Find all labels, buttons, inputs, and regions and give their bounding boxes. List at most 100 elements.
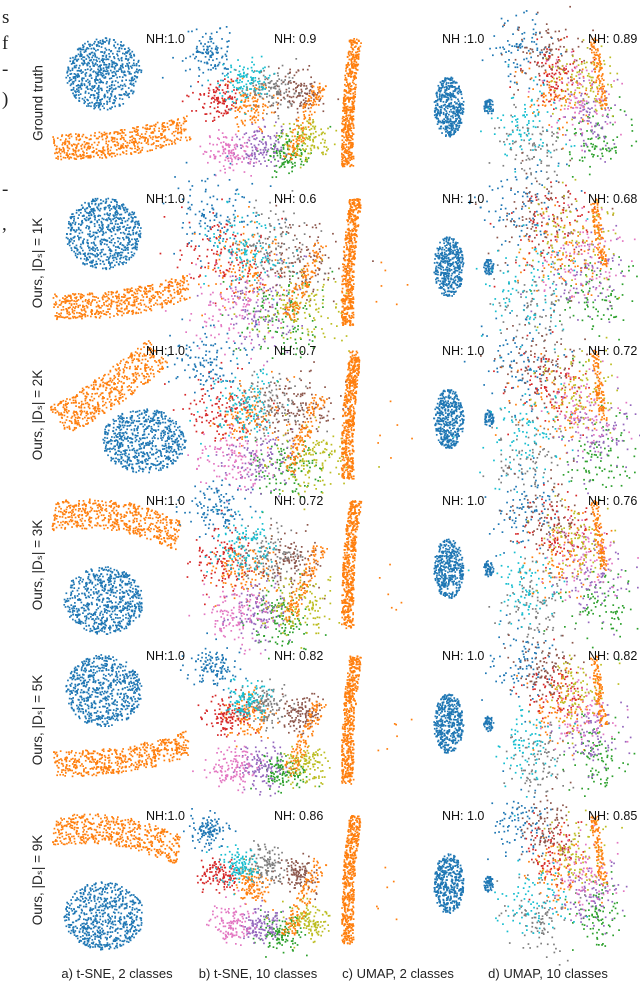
- scatter-point: [103, 149, 105, 151]
- scatter-point: [89, 44, 91, 46]
- scatter-point: [129, 136, 131, 138]
- scatter-point: [239, 106, 241, 108]
- scatter-point: [90, 105, 92, 107]
- scatter-point: [215, 68, 217, 70]
- scatter-point: [253, 116, 255, 118]
- scatter-point: [219, 84, 221, 86]
- scatter-point: [112, 75, 114, 77]
- scatter-point: [88, 92, 90, 94]
- scatter-point: [212, 59, 214, 61]
- scatter-point: [280, 157, 282, 159]
- scatter-point: [61, 151, 63, 153]
- scatter-point: [204, 43, 206, 45]
- scatter-point: [126, 153, 128, 155]
- scatter-point: [155, 124, 157, 126]
- scatter-point: [257, 119, 259, 121]
- scatter-point: [157, 122, 159, 124]
- scatter-point: [251, 153, 253, 155]
- scatter-point: [114, 68, 116, 70]
- scatter-point: [151, 144, 153, 146]
- scatter-point: [94, 90, 96, 92]
- scatter-point: [135, 81, 137, 83]
- scatter-point: [139, 138, 141, 140]
- scatter-point: [89, 60, 91, 62]
- scatter-point: [209, 45, 211, 47]
- scatter-point: [237, 78, 239, 80]
- scatter-point: [208, 41, 210, 43]
- scatter-point: [113, 102, 115, 104]
- scatter-point: [222, 80, 224, 82]
- scatter-point: [107, 151, 109, 153]
- scatter-point: [129, 142, 131, 144]
- scatter-point: [227, 84, 229, 86]
- scatter-point: [101, 136, 103, 138]
- scatter-point: [219, 62, 221, 64]
- scatter-point: [121, 80, 123, 82]
- scatter-point: [76, 156, 78, 158]
- scatter-point: [214, 95, 216, 97]
- scatter-point: [195, 56, 197, 58]
- scatter-point: [275, 137, 277, 139]
- scatter-point: [158, 128, 160, 130]
- scatter-point: [160, 144, 162, 146]
- scatter-point: [102, 39, 104, 41]
- scatter-point: [124, 71, 126, 73]
- scatter-point: [76, 146, 78, 148]
- scatter-point: [85, 91, 87, 93]
- scatter-point: [81, 155, 83, 157]
- scatter-point: [157, 137, 159, 139]
- scatter-point: [73, 89, 75, 91]
- scatter-point: [222, 89, 224, 91]
- scatter-point: [130, 153, 132, 155]
- scatter-point: [165, 137, 167, 139]
- scatter-point: [82, 98, 84, 100]
- scatter-point: [136, 126, 138, 128]
- scatter-point: [262, 117, 264, 119]
- scatter-point: [78, 87, 80, 89]
- scatter-point: [107, 146, 109, 148]
- scatter-point: [109, 85, 111, 87]
- scatter-point: [79, 97, 81, 99]
- scatter-point: [88, 57, 90, 59]
- scatter-point: [93, 59, 95, 61]
- scatter-point: [266, 165, 268, 167]
- scatter-point: [209, 38, 211, 40]
- scatter-point: [75, 78, 77, 80]
- scatter-point: [114, 67, 116, 69]
- scatter-point: [115, 72, 117, 74]
- scatter-point: [121, 135, 123, 137]
- scatter-point: [97, 49, 99, 51]
- scatter-point: [265, 149, 267, 151]
- scatter-point: [96, 79, 98, 81]
- scatter-point: [210, 84, 212, 86]
- scatter-point: [89, 80, 91, 82]
- scatter-point: [120, 138, 122, 140]
- scatter-point: [168, 144, 170, 146]
- scatter-point: [227, 46, 229, 48]
- scatter-point: [128, 47, 130, 49]
- scatter-point: [131, 51, 133, 53]
- scatter-point: [192, 54, 194, 56]
- scatter-point: [69, 77, 71, 79]
- scatter-point: [250, 159, 252, 161]
- scatter-point: [96, 148, 98, 150]
- scatter-point: [102, 51, 104, 53]
- scatter-point: [283, 147, 285, 149]
- scatter-point: [57, 156, 59, 158]
- scatter-point: [120, 154, 122, 156]
- scatter-point: [264, 160, 266, 162]
- scatter-point: [280, 166, 282, 168]
- scatter-point: [196, 29, 198, 31]
- scatter-point: [212, 67, 214, 69]
- scatter-point: [265, 105, 267, 107]
- scatter-point: [167, 139, 169, 141]
- scatter-point: [218, 102, 220, 104]
- scatter-point: [151, 149, 153, 151]
- scatter-point: [54, 153, 56, 155]
- scatter-point: [244, 133, 246, 135]
- scatter-point: [72, 83, 74, 85]
- scatter-point: [215, 87, 217, 89]
- scatter-point: [182, 101, 184, 103]
- scatter-point: [67, 150, 69, 152]
- scatter-point: [253, 101, 255, 103]
